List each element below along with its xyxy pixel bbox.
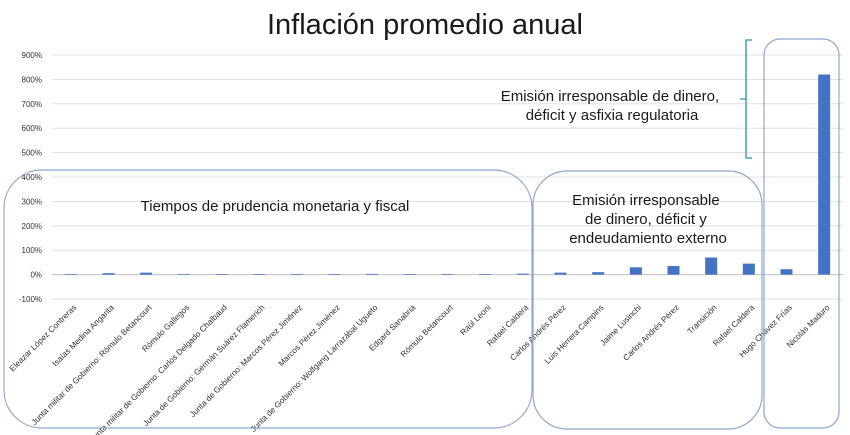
annotation-external-debt: Emisión irresponsable de dinero, déficit… <box>569 192 727 247</box>
region-prudence-box <box>3 169 533 429</box>
y-tick-label: 600% <box>22 124 42 133</box>
y-tick-label: 800% <box>22 75 42 84</box>
y-tick-label: 500% <box>22 149 42 158</box>
bar <box>215 274 228 275</box>
region-regulatory-box <box>763 38 840 429</box>
annotation-external-debt-line-3: endeudamiento externo <box>569 230 727 247</box>
bar <box>290 274 303 275</box>
x-tick-label: Raúl Leoni <box>459 303 493 337</box>
annotation-regulatory-line-1: Emisión irresponsable de dinero, <box>501 88 719 105</box>
bar <box>64 274 77 275</box>
bar <box>629 267 642 275</box>
annotation-regulatory-line-2: déficit y asfixia regulatoria <box>526 107 699 124</box>
bar <box>516 273 529 275</box>
annotation-external-debt-line-2: de dinero, déficit y <box>585 211 707 228</box>
bar <box>177 274 190 275</box>
y-tick-label: 300% <box>22 197 42 206</box>
x-tick-label: Eleazar López Contreras <box>8 303 78 373</box>
region-external-debt-box <box>532 170 763 430</box>
annotation-external-debt-line-1: Emisión irresponsable <box>572 192 720 209</box>
bar <box>554 272 567 275</box>
bar <box>403 274 416 275</box>
bar <box>441 274 454 275</box>
annotations: Tiempos de prudencia monetaria y fiscal … <box>141 88 727 247</box>
bar <box>818 74 831 275</box>
y-tick-label: 900% <box>22 51 42 60</box>
bar <box>780 269 793 275</box>
bar <box>742 263 755 275</box>
bar <box>366 273 379 275</box>
y-tick-label: 0% <box>30 271 42 280</box>
y-tick-label: 200% <box>22 222 42 231</box>
bar <box>328 274 341 275</box>
y-tick-label: 100% <box>22 246 42 255</box>
bar <box>479 274 492 275</box>
bars <box>64 74 831 275</box>
annotation-regions <box>3 38 840 430</box>
bar <box>140 272 153 275</box>
x-tick-label: Junta de Gobierno: Wolfgang Larrazábal U… <box>249 303 380 434</box>
y-tick-label: -100% <box>19 295 42 304</box>
annotation-regulatory: Emisión irresponsable de dinero, déficit… <box>501 88 724 124</box>
chart-title: Inflación promedio anual <box>267 9 583 41</box>
bar <box>592 272 605 275</box>
x-tick-label: Isaías Medina Angarita <box>51 303 117 369</box>
x-tick-label: Marcos Pérez Jiménez <box>277 303 342 368</box>
y-tick-label: 700% <box>22 100 42 109</box>
bar <box>667 266 680 275</box>
bar <box>253 274 266 275</box>
y-tick-label: 400% <box>22 173 42 182</box>
bar <box>102 273 115 275</box>
bracket <box>740 39 752 159</box>
y-axis-ticks: -100% 0% 100% 200% 300% 400% 500% 600% 700% 800% 9… <box>19 51 42 304</box>
x-tick-label: Transición <box>686 303 719 336</box>
grid-layer <box>52 54 843 300</box>
bar <box>705 257 718 275</box>
annotation-prudence: Tiempos de prudencia monetaria y fiscal <box>141 198 410 215</box>
